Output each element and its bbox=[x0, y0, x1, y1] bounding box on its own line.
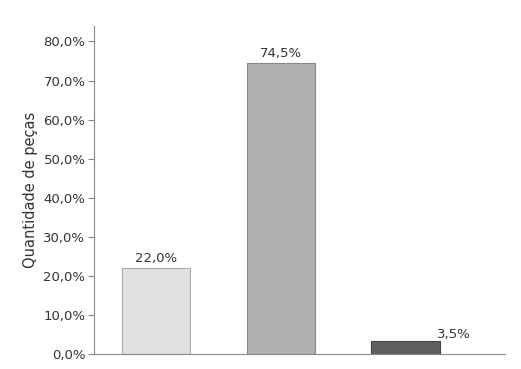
Text: 3,5%: 3,5% bbox=[437, 328, 470, 341]
Text: 22,0%: 22,0% bbox=[135, 252, 177, 265]
Bar bbox=[371, 341, 440, 354]
Bar bbox=[246, 63, 315, 354]
Text: 74,5%: 74,5% bbox=[260, 47, 302, 60]
Bar bbox=[122, 268, 191, 354]
Y-axis label: Quantidade de peças: Quantidade de peças bbox=[23, 112, 38, 268]
